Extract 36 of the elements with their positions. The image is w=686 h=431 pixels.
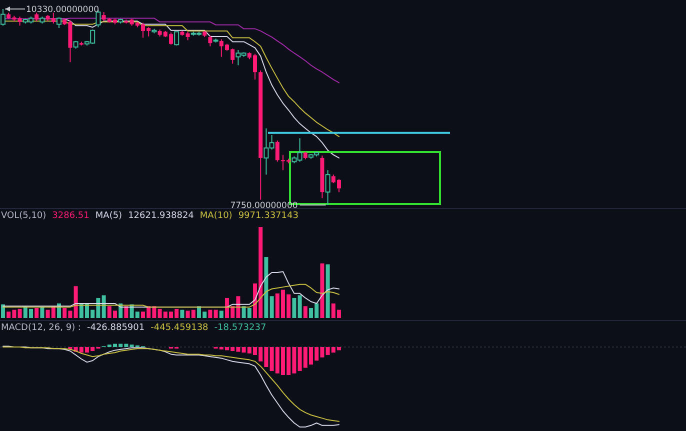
candlestick xyxy=(18,16,22,26)
text: 3286.51 xyxy=(52,211,90,221)
text: -18.573237 xyxy=(214,323,266,333)
bar xyxy=(180,310,184,318)
bar xyxy=(303,306,308,318)
candlestick xyxy=(0,8,6,26)
candlestick xyxy=(325,170,330,206)
text: -445.459138 xyxy=(150,323,209,333)
bar xyxy=(326,264,330,318)
annotation: 7750.00000000 xyxy=(230,201,298,211)
chart-title: MACD(12, 26, 9) : xyxy=(1,323,81,333)
text: MA(10) xyxy=(200,211,232,221)
bar xyxy=(320,263,324,318)
bar xyxy=(124,306,128,318)
bar xyxy=(74,286,78,318)
chart-title: VOL(5,10) xyxy=(1,211,46,221)
text: 12621.938824 xyxy=(128,211,194,221)
text: 9971.337143 xyxy=(238,211,298,221)
candlestick xyxy=(275,140,280,162)
bar xyxy=(18,308,22,318)
text: -426.885901 xyxy=(86,323,145,333)
bar xyxy=(264,257,268,318)
annotation: 10330.00000000 xyxy=(26,5,100,15)
bar xyxy=(219,310,224,318)
bar xyxy=(292,298,296,318)
bar xyxy=(102,295,106,318)
text: MA(5) xyxy=(95,211,122,221)
bar xyxy=(214,310,218,318)
bar xyxy=(34,308,39,318)
bar xyxy=(40,307,44,318)
candlestick xyxy=(208,35,212,47)
bar xyxy=(298,295,302,318)
bar xyxy=(1,304,5,318)
candlestick xyxy=(174,31,180,46)
bar xyxy=(270,296,274,318)
bar xyxy=(208,310,212,318)
